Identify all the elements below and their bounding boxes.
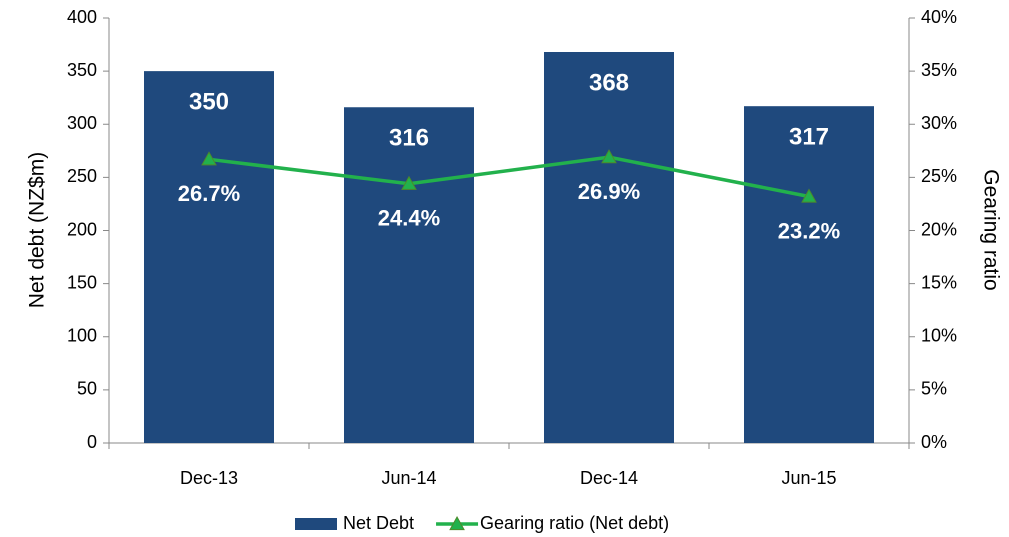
- bar: [144, 71, 274, 443]
- y2-tick-label: 5%: [921, 379, 947, 399]
- legend-label: Gearing ratio (Net debt): [480, 513, 669, 533]
- legend-swatch: [295, 518, 337, 530]
- y-tick-label: 150: [67, 272, 97, 292]
- bar-value-label: 316: [389, 125, 429, 152]
- legend-marker: [449, 515, 465, 531]
- y2-tick-label: 35%: [921, 60, 957, 80]
- line-marker: [601, 149, 617, 164]
- bar-value-label: 368: [589, 69, 629, 96]
- line-value-label: 26.9%: [578, 179, 640, 204]
- line-marker: [801, 188, 817, 203]
- legend-label: Net Debt: [343, 513, 414, 533]
- bar-value-label: 317: [789, 124, 829, 151]
- y2-tick-label: 0%: [921, 432, 947, 452]
- y2-tick-label: 30%: [921, 113, 957, 133]
- y-tick-label: 50: [77, 379, 97, 399]
- y-tick-label: 200: [67, 219, 97, 239]
- y2-tick-label: 25%: [921, 166, 957, 186]
- y-tick-label: 400: [67, 7, 97, 27]
- y-tick-label: 0: [87, 432, 97, 452]
- line-value-label: 23.2%: [778, 218, 840, 243]
- y-tick-label: 100: [67, 326, 97, 346]
- y-tick-label: 350: [67, 60, 97, 80]
- x-tick-label: Dec-14: [580, 468, 638, 488]
- bar: [344, 107, 474, 443]
- line-value-label: 26.7%: [178, 181, 240, 206]
- y2-axis-title: Gearing ratio: [979, 169, 1002, 290]
- y2-tick-label: 20%: [921, 219, 957, 239]
- x-tick-label: Jun-14: [381, 468, 436, 488]
- x-tick-label: Jun-15: [781, 468, 836, 488]
- y-tick-label: 250: [67, 166, 97, 186]
- y2-tick-label: 40%: [921, 7, 957, 27]
- x-tick-label: Dec-13: [180, 468, 238, 488]
- line-marker: [401, 175, 417, 190]
- line-marker: [201, 151, 217, 166]
- line-value-label: 24.4%: [378, 206, 440, 231]
- y-axis-title: Net debt (NZ$m): [26, 152, 49, 308]
- line: [208, 155, 810, 199]
- bar: [744, 106, 874, 443]
- bar-value-label: 350: [189, 88, 229, 115]
- y-tick-label: 300: [67, 113, 97, 133]
- y2-tick-label: 15%: [921, 272, 957, 292]
- bar: [544, 52, 674, 443]
- y2-tick-label: 10%: [921, 326, 957, 346]
